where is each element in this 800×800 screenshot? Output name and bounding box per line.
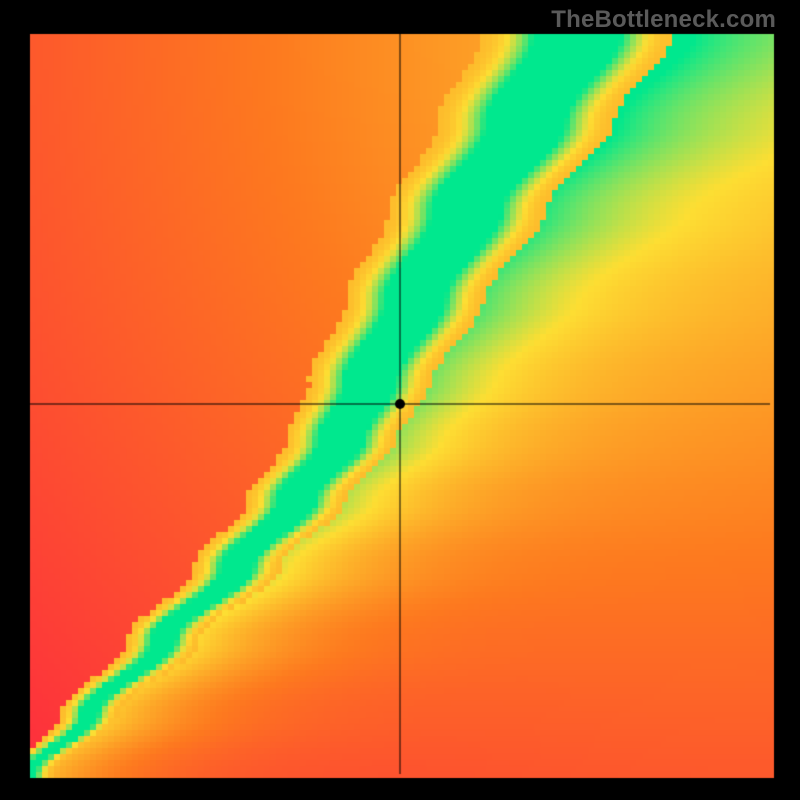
watermark-text: TheBottleneck.com	[551, 6, 776, 34]
chart-container: TheBottleneck.com	[0, 0, 800, 800]
heatmap-canvas	[0, 0, 800, 800]
